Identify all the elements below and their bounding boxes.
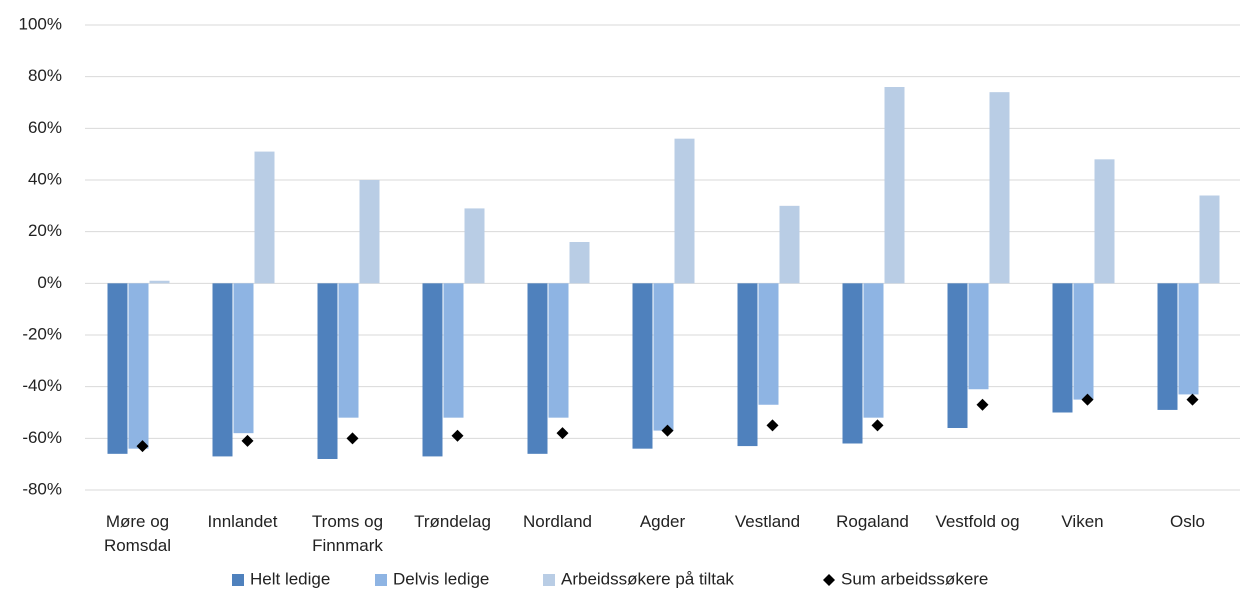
marker xyxy=(766,419,779,432)
bar xyxy=(338,283,359,418)
bar xyxy=(107,283,128,454)
bar xyxy=(758,283,779,405)
y-tick-label: -80% xyxy=(22,479,62,498)
bar xyxy=(632,283,653,449)
y-tick-label: -20% xyxy=(22,324,62,343)
bar xyxy=(842,283,863,444)
bar xyxy=(359,180,380,284)
bar xyxy=(569,242,590,284)
bar xyxy=(212,283,233,457)
marker xyxy=(976,398,989,411)
x-tick-label: Troms og Finnmark xyxy=(311,512,384,555)
legend-swatch xyxy=(543,574,555,586)
y-tick-label: 80% xyxy=(28,66,62,85)
x-tick-label: Nordland xyxy=(523,512,592,531)
x-tick-label: Trøndelag xyxy=(414,512,491,531)
y-tick-label: 20% xyxy=(28,221,62,240)
bar xyxy=(863,283,884,418)
bar xyxy=(422,283,443,457)
bar xyxy=(128,283,149,449)
x-tick-label: Vestfold og xyxy=(935,512,1020,531)
bar xyxy=(737,283,758,447)
bar xyxy=(653,283,674,431)
x-tick-label: Rogaland xyxy=(836,512,909,531)
x-tick-label: Viken xyxy=(1061,512,1104,531)
bar xyxy=(443,283,464,418)
marker xyxy=(556,427,569,440)
legend-label: Helt ledige xyxy=(250,569,330,588)
marker xyxy=(871,419,884,432)
bar xyxy=(1157,283,1178,410)
legend-swatch xyxy=(232,574,244,586)
bar xyxy=(1073,283,1094,400)
marker xyxy=(136,440,149,453)
y-tick-label: -60% xyxy=(22,428,62,447)
bar xyxy=(527,283,548,454)
y-tick-label: 100% xyxy=(19,14,62,33)
bar xyxy=(464,208,485,284)
marker xyxy=(241,434,254,447)
bar xyxy=(968,283,989,390)
x-tick-label: Møre og Romsdal xyxy=(103,512,172,555)
bar xyxy=(779,205,800,284)
bar xyxy=(254,151,275,284)
y-tick-label: 60% xyxy=(28,118,62,137)
y-tick-label: 0% xyxy=(37,273,62,292)
marker xyxy=(1186,393,1199,406)
bar xyxy=(548,283,569,418)
marker xyxy=(1081,393,1094,406)
legend-label: Arbeidssøkere på tiltak xyxy=(561,569,734,588)
bar xyxy=(1199,195,1220,284)
x-tick-label: Innlandet xyxy=(207,512,278,531)
marker xyxy=(451,429,464,442)
y-tick-label: -40% xyxy=(22,376,62,395)
legend-label: Delvis ledige xyxy=(393,569,489,588)
y-tick-label: 40% xyxy=(28,169,62,188)
bar xyxy=(233,283,254,434)
bar xyxy=(1178,283,1199,395)
marker xyxy=(346,432,359,445)
bar xyxy=(1052,283,1073,413)
legend-swatch xyxy=(375,574,387,586)
bar xyxy=(317,283,338,459)
x-tick-label: Vestland xyxy=(734,512,801,531)
legend-swatch xyxy=(823,574,835,586)
bar xyxy=(149,280,170,284)
x-tick-label: Oslo xyxy=(1170,512,1205,531)
bar xyxy=(674,138,695,284)
bar xyxy=(1094,159,1115,284)
x-tick-label: Agder xyxy=(639,512,686,531)
marker xyxy=(661,424,674,437)
bar xyxy=(989,92,1010,284)
legend-label: Sum arbeidssøkere xyxy=(841,569,988,588)
bar xyxy=(947,283,968,428)
bar xyxy=(884,87,905,284)
